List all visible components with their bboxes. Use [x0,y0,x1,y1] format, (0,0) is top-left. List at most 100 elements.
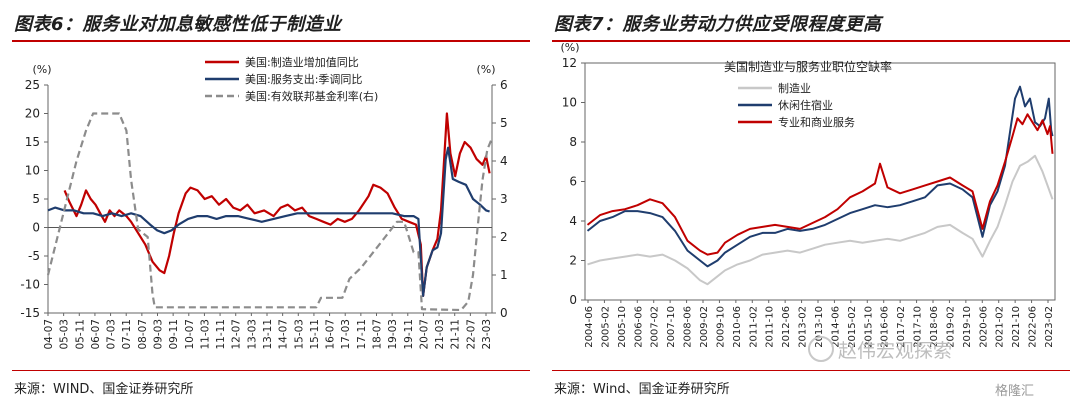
x-tick-label: 2020-06 [978,306,989,348]
x-tick-label: 17-11 [356,319,368,350]
x-tick-label: 12-07 [231,319,243,350]
right-chart-panel: 图表7：服务业劳动力供应受限程度更高 0 2 4 6 8 10 12 (%) 2004-06 20… [540,0,1080,400]
x-tick-label: 2008-06 [683,306,694,348]
left-y-tick-label: -15 [20,306,40,320]
left-y-tick-label: 20 [25,107,40,121]
left-y-axis-unit: (%) [32,63,51,76]
right-y-tick-label: 4 [500,154,508,168]
x-tick-label: 2022-06 [1028,306,1039,348]
left-chart-title: 图表6：服务业对加息敏感性低于制造业 [14,14,342,35]
x-tick-label: 2018-06 [929,306,940,348]
x-tick-label: 11-11 [215,319,227,350]
x-tick-label: 2006-06 [633,306,644,348]
left-y-tick-label: 10 [25,164,40,178]
x-tick-label: 09-11 [168,319,180,350]
x-tick-label: 15-11 [309,319,321,350]
right-title-rule [552,40,1070,42]
x-tick-label: 2019-10 [962,306,973,348]
x-tick-label: 2014-06 [830,306,841,348]
watermark-text: 赵伟宏观探索 [838,340,953,362]
x-tick-label: 2021-02 [995,306,1006,348]
left-line-chart: -15 -10 -5 0 5 10 15 20 25 (%) 0 1 2 3 4 5 6 (%) 04-07 05-0… [20,55,508,350]
x-tick-label: 08-07 [137,319,149,350]
x-tick-label: 22-07 [465,319,477,350]
left-y-tick-label: 0 [32,221,40,235]
x-tick-label: 2005-02 [600,306,611,348]
series-line-2 [47,146,490,297]
x-tick-label: 2013-10 [814,306,825,348]
left-y-tick-label: -10 [20,278,40,292]
chart-inner-title: 美国制造业与服务业职位空缺率 [724,59,892,74]
x-tick-label: 2011-10 [765,306,776,348]
x-tick-label: 2015-02 [847,306,858,348]
right-y-tick-label: 3 [500,192,508,206]
x-tick-label: 14-07 [278,319,290,350]
x-tick-label: 2021-10 [1011,306,1022,348]
x-tick-label: 2007-10 [666,306,677,348]
x-tick-label: 21-11 [450,319,462,350]
left-chart-panel: 图表6：服务业对加息敏感性低于制造业 -15 -10 -5 0 5 10 15 20 25 (%)… [12,14,530,397]
legend-label: 美国:有效联邦基金利率(右) [245,89,378,103]
x-tick-label: 2017-02 [896,306,907,348]
x-tick-label: 2004-06 [584,306,595,348]
x-tick-label: 07-11 [121,319,133,350]
series-line-2 [586,85,1054,268]
x-tick-label: 19-11 [403,319,415,350]
right-y-tick-label: 0 [500,306,508,320]
left-y-tick-label: 15 [25,135,40,149]
right-line-chart: 0 2 4 6 8 10 12 (%) 2004-06 2005-02 2005-10 2006-06… [560,41,1056,348]
legend-label: 美国:制造业增加值同比 [245,55,359,69]
x-tick-label: 23-03 [481,319,493,350]
right-chart-title: 图表7：服务业劳动力供应受限程度更高 [554,14,882,35]
x-tick-label: 20-07 [418,319,430,350]
x-tick-label: 2009-10 [715,306,726,348]
legend-label: 休闲住宿业 [778,98,833,112]
left-bottom-rule [12,370,530,371]
right-source-note: 来源：Wind、国金证券研究所 [554,382,730,397]
x-tick-label: 18-07 [372,319,384,350]
x-tick-label: 19-03 [387,319,399,350]
right-y-tick-label: 6 [500,78,508,92]
x-tick-label: 10-07 [184,319,196,350]
x-tick-label: 2012-06 [781,306,792,348]
left-y-tick-label: 12 [562,56,577,70]
x-tick-label: 16-07 [325,319,337,350]
series-line-3 [586,113,1054,256]
left-y-tick-label: 0 [569,293,577,307]
x-tick-label: 2015-10 [863,306,874,348]
x-tick-label: 2005-10 [617,306,628,348]
left-y-tick-label: 25 [25,78,40,92]
x-tick-label: 11-03 [199,319,211,350]
left-y-tick-label: 6 [569,175,577,189]
right-y-tick-label: 2 [500,230,508,244]
left-source-note: 来源：WIND、国金证券研究所 [14,382,194,397]
right-y-tick-label: 1 [500,268,508,282]
right-y-tick-label: 5 [500,116,508,130]
x-tick-label: 2016-06 [880,306,891,348]
legend-label: 美国:服务支出:季调同比 [245,72,362,86]
x-tick-label: 2009-02 [699,306,710,348]
legend-label: 专业和商业服务 [778,115,855,129]
x-tick-label: 17-03 [340,319,352,350]
x-tick-label: 06-07 [90,319,102,350]
series-line-1 [587,154,1054,286]
right-y-axis-unit: (%) [476,63,495,76]
x-tick-label: 13-03 [246,319,258,350]
x-tick-label: 2007-02 [650,306,661,348]
brand-logo-text: 格隆汇 [995,384,1035,399]
x-tick-label: 05-11 [74,319,86,350]
x-tick-label: 15-03 [293,319,305,350]
x-tick-label: 04-07 [43,319,55,350]
left-y-axis-unit: (%) [560,41,579,54]
left-y-tick-label: 8 [569,135,577,149]
x-tick-label: 2011-02 [748,306,759,348]
left-title-rule [12,40,530,42]
x-tick-label: 13-11 [262,319,274,350]
left-y-tick-label: 5 [32,192,40,206]
x-tick-label: 2017-10 [913,306,924,348]
x-tick-label: 21-03 [434,319,446,350]
left-y-tick-label: -5 [28,249,40,263]
legend-label: 制造业 [778,81,811,95]
left-y-tick-label: 10 [562,96,577,110]
x-tick-label: 09-03 [153,319,165,350]
